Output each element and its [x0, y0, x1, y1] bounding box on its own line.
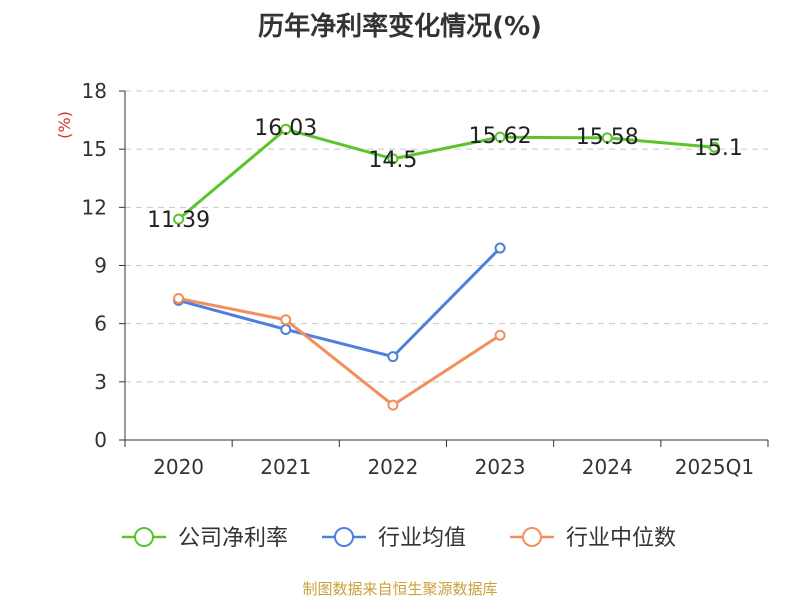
y-tick-label: 12 [82, 195, 107, 219]
x-tick-label: 2020 [153, 455, 204, 479]
data-label-layer: 11.39 16.03 14.5 15.62 15.58 15.1 [147, 116, 743, 233]
data-point-2 [173, 292, 185, 304]
data-point-0 [708, 141, 720, 153]
data-point-0 [280, 123, 292, 135]
data-label: 16.03 [254, 116, 317, 141]
source-note: 制图数据来自恒生聚源数据库 [302, 580, 498, 598]
y-tick-label: 18 [82, 79, 107, 103]
x-tick-label: 2024 [582, 455, 633, 479]
data-label: 11.39 [147, 208, 210, 233]
data-point-1 [494, 242, 506, 254]
data-label: 15.1 [694, 136, 743, 161]
y-tick-label: 6 [94, 312, 107, 336]
legend-label: 行业均值 [378, 526, 466, 551]
legend: 公司净利率 行业均值 行业中位数 [122, 526, 676, 551]
data-point-0 [601, 132, 613, 144]
data-point-2 [494, 329, 506, 341]
y-tick-label: 3 [94, 370, 107, 394]
legend-marker [522, 527, 542, 547]
series-layer [173, 123, 720, 411]
x-tick-label: 2025Q1 [675, 455, 754, 479]
data-point-0 [173, 213, 185, 225]
chart-title: 历年净利率变化情况(%) [258, 12, 542, 42]
series-line-1 [178, 246, 502, 359]
series-line-0 [177, 127, 715, 221]
axis-layer: 0 3 6 9 12 15 18 2020 2021 2022 2023 2024 2025Q1 (%) [55, 79, 769, 479]
y-axis-label: (%) [55, 111, 74, 139]
data-point-2 [387, 399, 399, 411]
data-point-0 [387, 153, 399, 165]
grid-layer [125, 90, 768, 383]
x-tick-label: 2022 [367, 455, 418, 479]
data-point-1 [280, 323, 292, 335]
data-point-2 [280, 314, 292, 326]
legend-label: 公司净利率 [178, 526, 288, 551]
series-line-2 [178, 296, 501, 407]
x-tick-label: 2021 [260, 455, 311, 479]
data-label: 15.62 [469, 124, 532, 149]
y-tick-label: 15 [82, 137, 107, 161]
data-label: 14.5 [368, 148, 417, 173]
y-tick-label: 9 [94, 254, 107, 278]
data-label: 15.58 [576, 125, 639, 150]
legend-marker [334, 527, 354, 547]
y-tick-label: 0 [94, 428, 107, 452]
legend-label: 行业中位数 [566, 526, 676, 551]
data-point-0 [494, 131, 506, 143]
data-point-1 [387, 351, 399, 363]
x-tick-label: 2023 [475, 455, 526, 479]
legend-marker [134, 527, 154, 547]
